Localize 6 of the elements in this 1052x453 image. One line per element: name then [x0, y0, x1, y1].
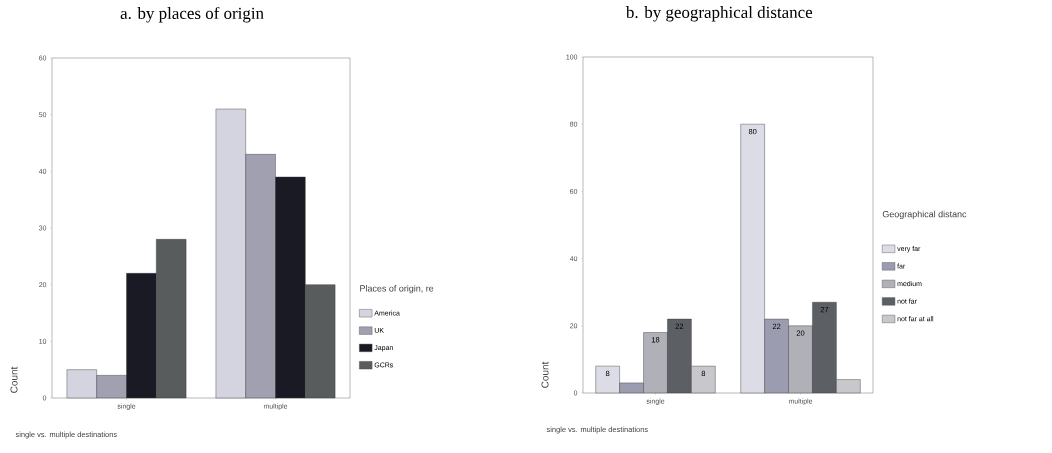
y-axis-title: Count [541, 361, 549, 388]
chart-title: b. by geographical distance [625, 6, 813, 22]
legend-title: Geographical distanc [882, 210, 967, 220]
y-axis-title: Count [10, 366, 18, 393]
chart-title: a. by places of origin [120, 6, 264, 23]
legend-title: Places of origin, re [360, 285, 434, 294]
